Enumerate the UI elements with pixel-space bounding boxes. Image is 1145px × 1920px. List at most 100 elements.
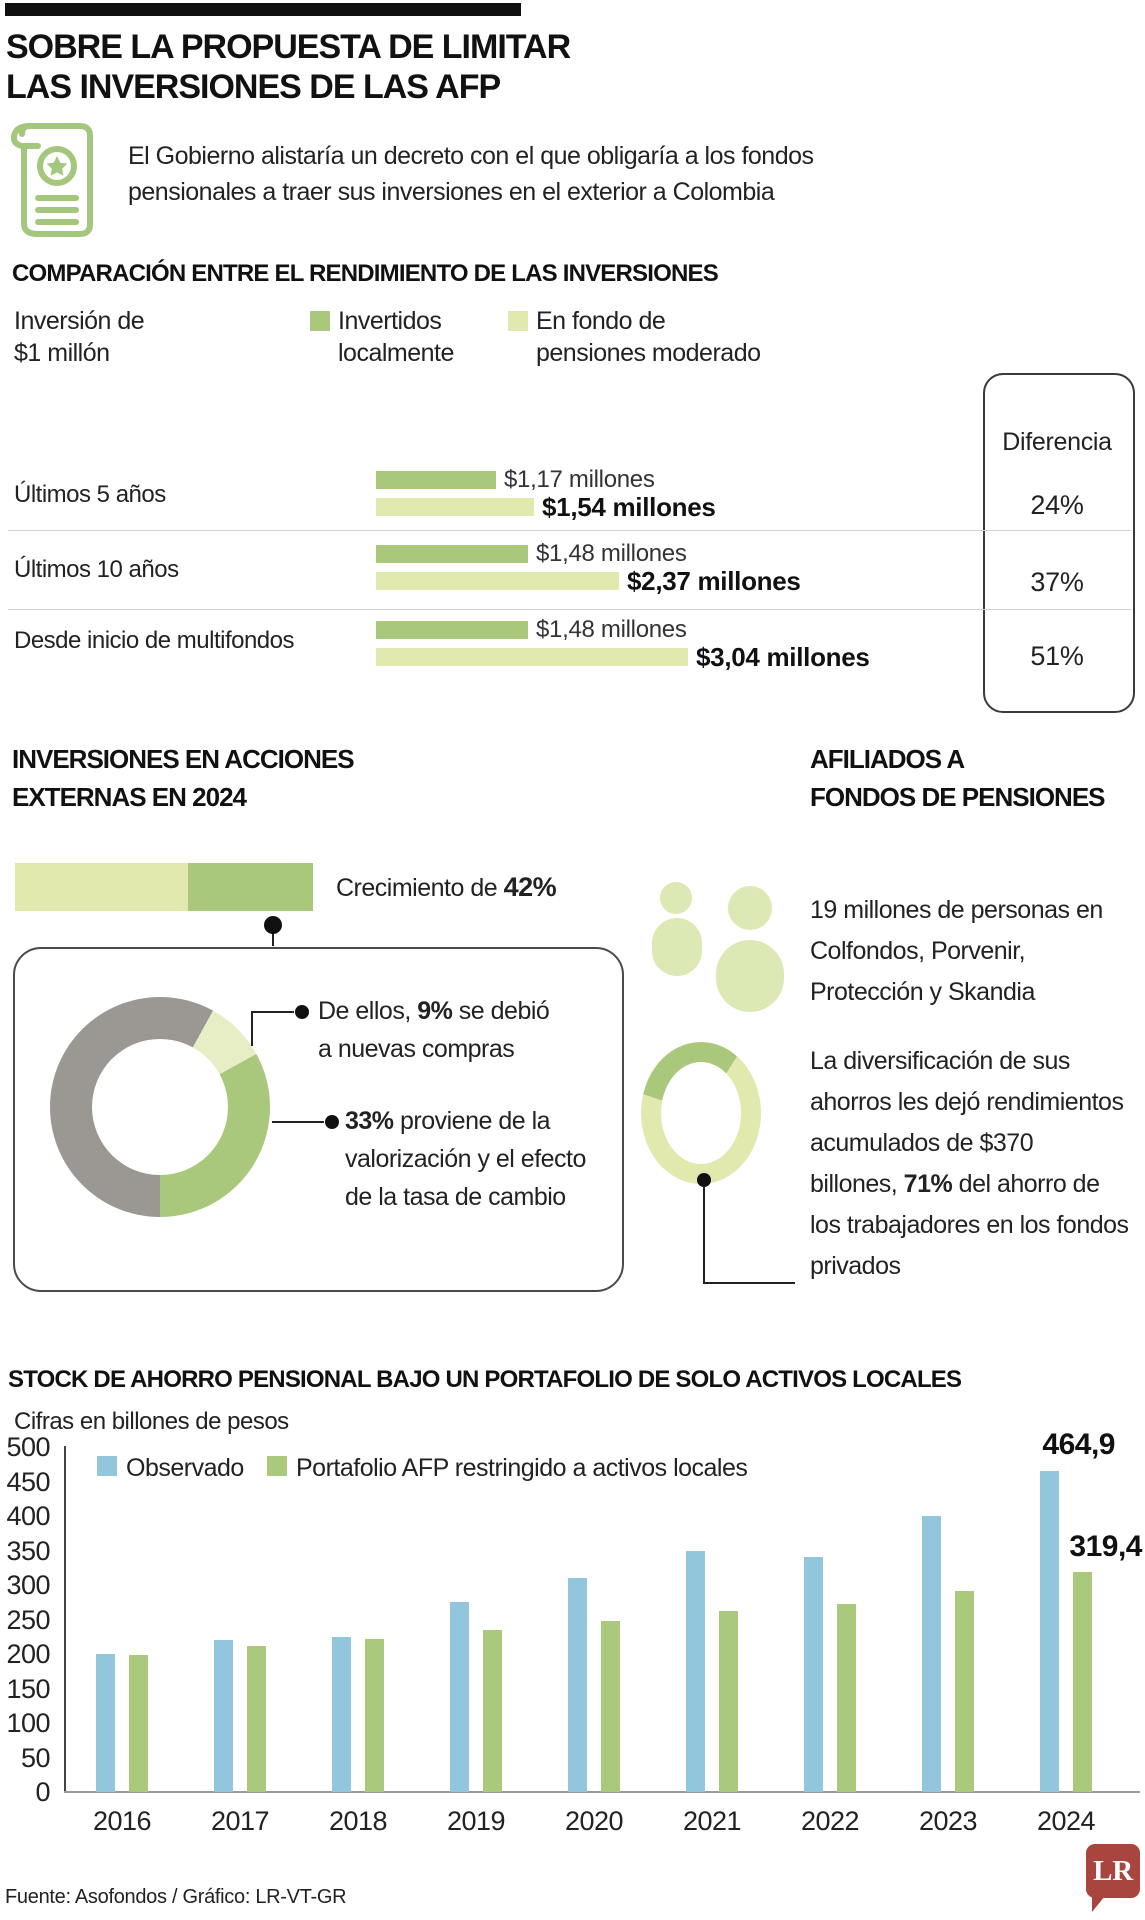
bar-portafolio-2020 xyxy=(601,1621,620,1792)
row-label-5-anios: Últimos 5 años xyxy=(14,481,166,508)
x-label-2017: 2017 xyxy=(210,1806,270,1836)
stock-heading: STOCK DE AHORRO PENSIONAL BAJO UN PORTAF… xyxy=(8,1366,962,1393)
bar-portafolio-2021 xyxy=(719,1611,738,1792)
row-divider xyxy=(8,530,1131,531)
lr-logo: LR xyxy=(1086,1844,1140,1898)
y-tick-350: 350 xyxy=(6,1536,50,1566)
callout-33pct-value: 33% xyxy=(345,1107,394,1135)
intro-text-line2: pensionales a traer sus inversiones en e… xyxy=(128,178,775,206)
legend-moderado-line2: pensiones moderado xyxy=(536,339,761,367)
x-label-2022: 2022 xyxy=(800,1806,860,1836)
lr-logo-tail xyxy=(1092,1896,1105,1912)
value-label-portafolio-2024: 319,4 xyxy=(1069,1530,1142,1563)
callout-33pct-line3: de la tasa de cambio xyxy=(345,1183,566,1211)
growth-label: Crecimiento de 42% xyxy=(336,868,557,907)
bar-value-label: $1,48 millones xyxy=(536,540,687,567)
callout-33pct-line2: valorización y el efecto xyxy=(345,1145,586,1173)
legend-local-line2: localmente xyxy=(338,339,454,367)
bar-portafolio-2016 xyxy=(129,1655,148,1792)
afiliados-text1-line2: Colfondos, Porvenir, xyxy=(810,937,1026,965)
bar-portafolio-2019 xyxy=(483,1630,502,1792)
bar-observado-2020 xyxy=(568,1578,587,1792)
bar-observado-2024 xyxy=(1040,1471,1059,1792)
afiliados-text2-line1: La diversificación de sus xyxy=(810,1047,1070,1075)
growth-label-prefix: Crecimiento de xyxy=(336,874,504,902)
legend-swatch-moderado xyxy=(508,311,528,331)
x-label-2023: 2023 xyxy=(918,1806,978,1836)
x-label-2018: 2018 xyxy=(328,1806,388,1836)
people-icon xyxy=(652,882,784,1012)
afiliados-text2-line6: privados xyxy=(810,1252,901,1280)
legend-portafolio-label: Portafolio AFP restringido a activos loc… xyxy=(296,1454,748,1482)
text2-line4-post: del ahorro de xyxy=(952,1170,1100,1198)
x-label-2016: 2016 xyxy=(92,1806,152,1836)
bar-line: $1,48 millones xyxy=(376,616,1136,643)
acciones-donut-chart xyxy=(50,997,270,1217)
comparison-base-label-line2: $1 millón xyxy=(14,339,110,367)
diferencia-value-3: 51% xyxy=(1030,641,1084,671)
legend-moderado-line1: En fondo de xyxy=(536,307,666,335)
bar-line: $1,17 millones xyxy=(376,466,1136,493)
comparison-heading: COMPARACIÓN ENTRE EL RENDIMIENTO DE LAS … xyxy=(12,260,719,287)
bar-observado-2018 xyxy=(332,1637,351,1792)
bar-moderado-10-anios xyxy=(376,572,619,590)
top-accent-bar xyxy=(5,3,521,16)
acciones-heading-line1: INVERSIONES EN ACCIONES xyxy=(12,744,355,774)
bar-moderado-multifondos xyxy=(376,648,688,666)
stock-subtitle: Cifras en billones de pesos xyxy=(14,1408,289,1435)
afiliados-heading-line1: AFILIADOS A xyxy=(810,744,965,774)
bar-local-5-anios xyxy=(376,471,496,489)
callout-9pct-post: se debió xyxy=(452,997,550,1025)
source-credit: Fuente: Asofondos / Gráfico: LR-VT-GR xyxy=(5,1886,347,1908)
donut-hole xyxy=(92,1039,228,1175)
row-label-10-anios: Últimos 10 años xyxy=(14,556,179,583)
y-tick-300: 300 xyxy=(6,1570,50,1600)
bar-observado-2017 xyxy=(214,1640,233,1792)
bar-value-label: $1,48 millones xyxy=(536,616,687,643)
y-tick-450: 450 xyxy=(6,1467,50,1497)
bar-line: $1,54 millones xyxy=(376,492,1136,522)
acciones-heading-line2: EXTERNAS EN 2024 xyxy=(12,782,247,812)
y-tick-150: 150 xyxy=(6,1674,50,1704)
x-label-2024: 2024 xyxy=(1036,1806,1096,1836)
decree-scroll-icon xyxy=(10,123,93,237)
callout-9pct-pre: De ellos, xyxy=(318,997,418,1025)
bar-value-label: $2,37 millones xyxy=(627,565,801,596)
bar-value-label: $1,17 millones xyxy=(504,466,655,493)
stacked-segment-growth xyxy=(187,863,313,911)
text2-line4-pre: billones, xyxy=(810,1170,904,1198)
comparison-row: $1,48 millones $2,37 millones xyxy=(376,540,1136,599)
donut-hole xyxy=(661,1062,741,1164)
bar-portafolio-2022 xyxy=(837,1604,856,1792)
callout-33pct-post: proviene de la xyxy=(393,1107,551,1135)
afiliados-text2-line4: billones, 71% del ahorro de xyxy=(810,1164,1100,1205)
bar-local-10-anios xyxy=(376,545,528,563)
y-tick-0: 0 xyxy=(35,1777,50,1807)
diferencia-box xyxy=(983,373,1135,713)
stacked-bar-dot xyxy=(264,916,282,934)
page-title-line2: LAS INVERSIONES DE LAS AFP xyxy=(6,68,501,106)
afiliados-donut-chart xyxy=(641,1042,761,1184)
row-label-multifondos: Desde inicio de multifondos xyxy=(14,627,295,654)
row-divider xyxy=(8,609,1131,610)
acciones-stacked-bar xyxy=(15,863,313,911)
bar-line: $3,04 millones xyxy=(376,642,1136,672)
comparison-row: $1,48 millones $3,04 millones xyxy=(376,616,1136,675)
x-label-2019: 2019 xyxy=(446,1806,506,1836)
legend-swatch-observado xyxy=(97,1456,117,1476)
afiliados-text2-line3: acumulados de $370 xyxy=(810,1129,1034,1157)
afiliados-text2-line2: ahorros les dejó rendimientos xyxy=(810,1088,1124,1116)
stacked-segment-base xyxy=(15,863,188,911)
y-tick-250: 250 xyxy=(6,1605,50,1635)
bar-value-label: $3,04 millones xyxy=(696,641,870,672)
bar-observado-2023 xyxy=(922,1516,941,1792)
intro-text-line1: El Gobierno alistaría un decreto con el … xyxy=(128,142,814,170)
callout-9pct-line1: De ellos, 9% se debió xyxy=(318,992,550,1030)
callout-9pct-line2: a nuevas compras xyxy=(318,1035,515,1063)
bar-line: $1,48 millones xyxy=(376,540,1136,567)
acciones-panel xyxy=(13,947,624,1292)
y-tick-400: 400 xyxy=(6,1501,50,1531)
legend-portafolio-swatch xyxy=(267,1456,287,1476)
afiliados-text2-line5: los trabajadores en los fondos xyxy=(810,1211,1129,1239)
page-title-line1: SOBRE LA PROPUESTA DE LIMITAR xyxy=(6,28,571,66)
